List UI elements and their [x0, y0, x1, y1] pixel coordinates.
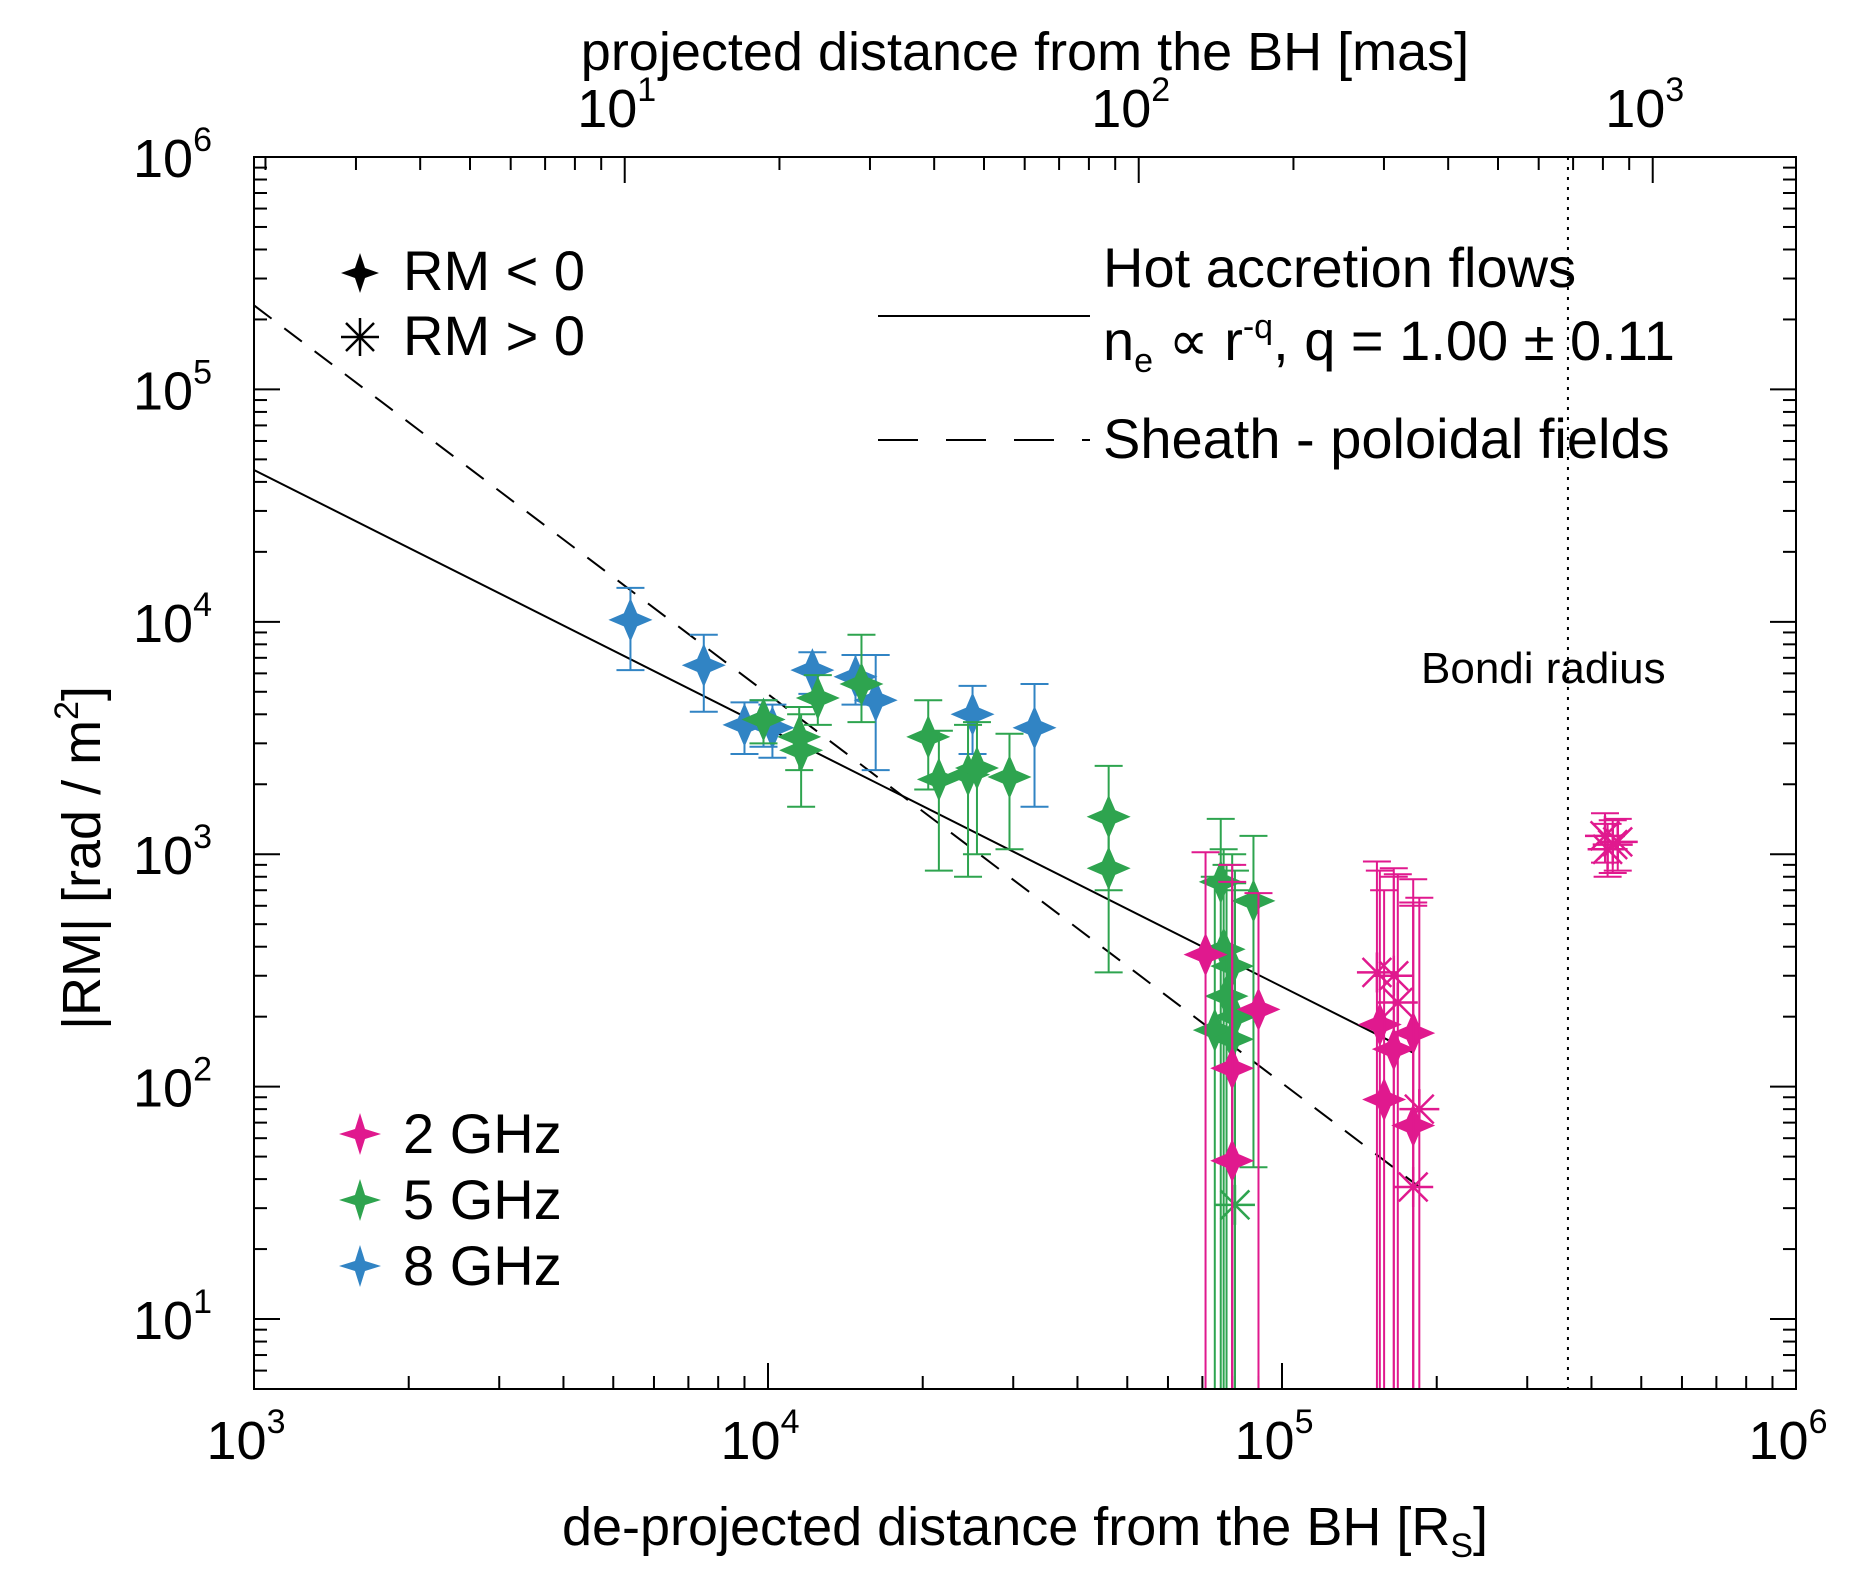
legend-5ghz-marker-icon: [339, 1179, 381, 1221]
data-point-neg: [916, 757, 961, 802]
legend-models: Hot accretion flows ne ∝ r-q, q = 1.00 ±…: [878, 236, 1675, 470]
data-point-neg: [681, 643, 726, 688]
y-tick-label: 104: [133, 586, 212, 654]
legend-neg-marker-icon: [341, 253, 379, 293]
y-tick-label: 106: [133, 121, 212, 189]
top-tick-label: 102: [1091, 71, 1170, 139]
data-point-neg: [1086, 794, 1131, 839]
data-point-neg: [1192, 1008, 1237, 1053]
x-tick-label: 106: [1749, 1403, 1828, 1471]
data-point-neg: [779, 728, 824, 773]
x-tick-label: 104: [721, 1403, 800, 1471]
legend-sheath-label: Sheath - poloidal fields: [1103, 407, 1670, 470]
data-point-neg: [906, 714, 951, 759]
data-point-neg: [1231, 878, 1276, 923]
legend-neg-label: RM < 0: [403, 239, 585, 302]
data-point-pos: [1587, 829, 1628, 870]
data-point-neg: [946, 752, 991, 797]
bondi-radius-label: Bondi radius: [1421, 644, 1666, 693]
data-point-neg: [1371, 1027, 1416, 1072]
legend-pos-marker-icon: [341, 318, 379, 356]
y-tick-label: 101: [133, 1283, 212, 1351]
data-point-neg: [795, 676, 840, 721]
legend-5ghz-label: 5 GHz: [403, 1168, 562, 1231]
data-point-neg: [608, 597, 653, 642]
y-tick-label: 105: [133, 353, 212, 421]
data-point-neg: [1201, 927, 1246, 972]
data-point-neg: [741, 697, 786, 742]
x-axis-title: de-projected distance from the BH [RS]: [562, 1497, 1488, 1565]
x-tick-label: 105: [1235, 1403, 1314, 1471]
data-point-neg: [853, 678, 898, 723]
data-point-neg: [1183, 932, 1228, 977]
data-point-neg: [1236, 987, 1281, 1032]
y-axis-title: |RM| [rad / m2]: [48, 686, 112, 1030]
legend-8ghz-label: 8 GHz: [403, 1234, 562, 1297]
data-point-neg: [1210, 1138, 1255, 1183]
legend-2ghz-marker-icon: [339, 1113, 381, 1155]
data-point-pos: [1214, 1184, 1255, 1225]
data-point-pos: [1393, 1166, 1434, 1207]
top-tick-label: 103: [1605, 71, 1684, 139]
data-point-neg: [790, 648, 835, 693]
legend-8ghz-marker-icon: [339, 1245, 381, 1287]
data-point-neg: [1204, 974, 1249, 1019]
data-point-neg: [1362, 1077, 1407, 1122]
data-point-neg: [1012, 705, 1057, 750]
data-point-neg: [839, 662, 884, 707]
legend-2ghz-label: 2 GHz: [403, 1102, 562, 1165]
data-point-neg: [950, 692, 995, 737]
x-tick-label: 103: [207, 1403, 286, 1471]
legend-hot-title: Hot accretion flows: [1103, 236, 1576, 299]
legend-frequency: 2 GHz 5 GHz 8 GHz: [339, 1102, 562, 1297]
legend-sign: RM < 0 RM > 0: [341, 239, 585, 367]
legend-hot-formula: ne ∝ r-q, q = 1.00 ± 0.11: [1103, 308, 1675, 380]
data-point-pos: [1597, 821, 1638, 862]
data-point-neg: [954, 745, 999, 790]
data-point-neg: [1357, 1002, 1402, 1047]
plot-frame: [253, 156, 1797, 1390]
legend-pos-label: RM > 0: [403, 304, 585, 367]
data-point-neg: [1086, 846, 1131, 891]
data-point-neg: [750, 705, 795, 750]
data-point-neg: [987, 754, 1032, 799]
top-tick-label: 101: [577, 71, 656, 139]
y-tick-label: 102: [133, 1051, 212, 1119]
tick-labels: 103 104 105 106 101 102 103 104 105 106 101 102 103: [133, 71, 1828, 1471]
data-point-neg: [722, 702, 767, 747]
top-axis-title: projected distance from the BH [mas]: [581, 22, 1469, 82]
axis-ticks: [253, 157, 1797, 1390]
y-tick-label: 103: [133, 818, 212, 886]
data-markers: [608, 586, 1638, 1389]
